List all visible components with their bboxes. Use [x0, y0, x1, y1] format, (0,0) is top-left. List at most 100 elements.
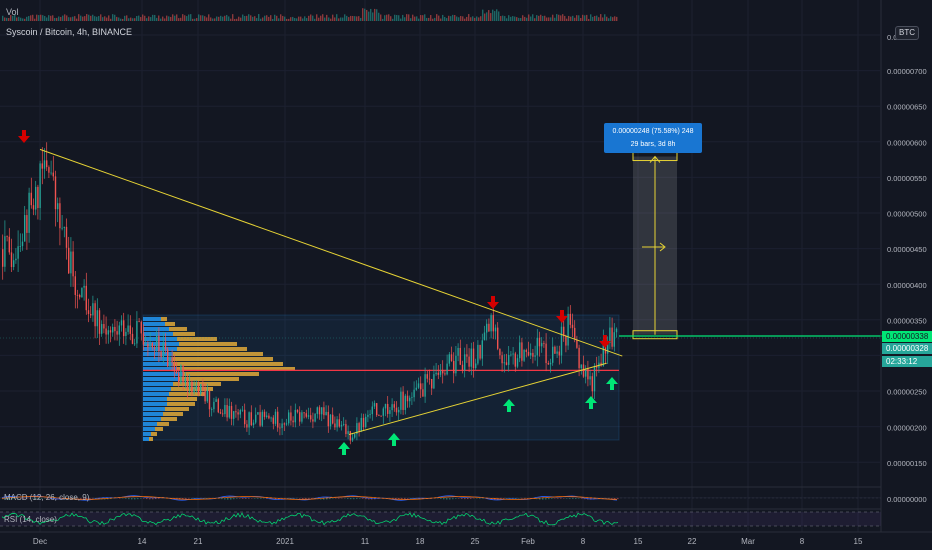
- volume-profile-down-row: [163, 412, 183, 416]
- volume-bar: [334, 17, 336, 21]
- candle-body: [488, 323, 490, 332]
- candle-body: [301, 412, 303, 422]
- candle-body: [208, 390, 211, 410]
- candle-body: [189, 381, 191, 389]
- macd-histogram-bar: [92, 498, 94, 499]
- candle-body: [184, 378, 186, 383]
- volume-bar: [602, 17, 604, 21]
- candle-body: [402, 391, 404, 410]
- candle-body: [169, 357, 171, 367]
- candle-body: [83, 285, 85, 288]
- volume-bar: [48, 15, 50, 21]
- volume-bar: [444, 16, 446, 21]
- volume-bar: [512, 16, 514, 21]
- macd-histogram-bar: [221, 498, 223, 500]
- volume-bar: [112, 14, 114, 21]
- volume-bar: [178, 18, 180, 21]
- measure-h-arrowhead: [659, 242, 666, 252]
- volume-bar: [14, 14, 16, 21]
- volume-bar: [448, 15, 450, 21]
- volume-bar: [58, 16, 60, 21]
- volume-bar: [514, 16, 516, 21]
- candle-body: [70, 251, 72, 274]
- price-axis: 0.00000700 0.00000650 0.00000600 0.00000550…: [880, 0, 927, 532]
- candle-body: [294, 409, 296, 423]
- candle-body: [116, 331, 118, 335]
- volume-bar: [280, 14, 282, 21]
- candle-body: [235, 411, 237, 413]
- candle-body: [277, 411, 279, 428]
- candle-body: [367, 414, 369, 417]
- volume-profile-up-row: [143, 357, 173, 361]
- volume-bar: [388, 14, 390, 21]
- candle-body: [347, 431, 349, 435]
- candle-body: [464, 354, 466, 371]
- symbol-title[interactable]: Syscoin / Bitcoin, 4h, BINANCE: [6, 27, 133, 37]
- candle-body: [512, 353, 514, 355]
- volume-bar: [22, 18, 24, 21]
- price-axis-tick: 0.0: [887, 33, 897, 42]
- volume-bar: [150, 17, 152, 21]
- volume-bar: [148, 16, 150, 21]
- candle-body: [318, 407, 321, 415]
- macd-histogram-bar: [338, 498, 340, 499]
- volume-bar: [560, 15, 562, 21]
- price-axis-tick: 0.00000600: [887, 138, 927, 147]
- macd-histogram-bar: [227, 498, 229, 500]
- rsi-label[interactable]: RSI (14, close): [4, 515, 57, 524]
- volume-bar: [356, 16, 358, 21]
- macd-histogram-bar: [368, 498, 370, 500]
- volume-bar: [420, 15, 422, 21]
- macd-histogram-bar: [284, 498, 286, 499]
- volume-bar: [54, 17, 56, 21]
- candle-body: [589, 376, 591, 380]
- volume-label: Vol: [6, 7, 19, 17]
- candle-body: [283, 423, 285, 425]
- volume-bar: [310, 14, 312, 21]
- macd-label[interactable]: MACD (12, 26, close, 9): [4, 493, 90, 502]
- candle-body: [552, 346, 554, 363]
- volume-bar: [92, 14, 94, 21]
- volume-bar: [582, 14, 584, 21]
- candle-body: [521, 342, 523, 361]
- candle-body: [76, 294, 79, 296]
- volume-bar: [30, 15, 32, 21]
- volume-bar: [606, 16, 608, 21]
- candle-body: [455, 355, 457, 374]
- macd-histogram-bar: [578, 498, 580, 499]
- volume-bar: [216, 16, 218, 21]
- up-arrow-icon: [338, 442, 350, 455]
- volume-bar: [8, 18, 10, 21]
- candle-body: [127, 325, 129, 332]
- volume-bar: [282, 15, 284, 21]
- rsi-line: [1, 512, 619, 526]
- volume-bar: [110, 18, 112, 21]
- candle-body: [101, 324, 103, 334]
- volume-bar: [502, 15, 504, 21]
- candle-body: [136, 320, 138, 344]
- candle-body: [81, 287, 83, 298]
- volume-bar: [164, 18, 166, 21]
- currency-badge[interactable]: BTC: [895, 26, 919, 40]
- macd-histogram-bar: [263, 498, 265, 499]
- candle-body: [248, 412, 250, 428]
- candle-body: [140, 321, 142, 334]
- volume-bar: [126, 15, 128, 21]
- macd-histogram-bar: [560, 498, 562, 499]
- volume-bar: [612, 17, 614, 21]
- candle-body: [428, 378, 431, 380]
- macd-histogram-bar: [71, 498, 73, 499]
- macd-histogram-bar: [458, 498, 460, 499]
- candle-body: [180, 365, 182, 383]
- volume-bar: [412, 14, 414, 21]
- volume-bar: [144, 15, 146, 21]
- volume-bar: [314, 18, 316, 21]
- candle-body: [422, 389, 424, 397]
- volume-bar: [272, 18, 274, 21]
- time-axis-label: 14: [138, 537, 147, 546]
- volume-bar: [152, 14, 154, 21]
- time-axis-label: Feb: [521, 537, 535, 546]
- candle-body: [285, 423, 288, 425]
